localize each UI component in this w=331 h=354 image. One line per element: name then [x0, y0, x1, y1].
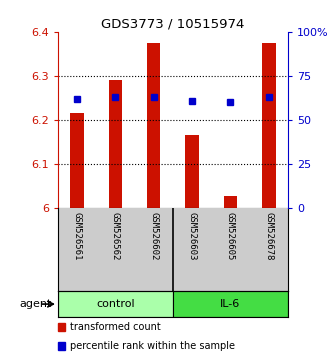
Text: control: control [96, 299, 135, 309]
Bar [224, 196, 237, 208]
Bar [58, 291, 173, 317]
Text: GSM526678: GSM526678 [264, 212, 273, 261]
Text: GSM526603: GSM526603 [188, 212, 197, 261]
Text: GSM526605: GSM526605 [226, 212, 235, 261]
Text: transformed count: transformed count [70, 322, 161, 332]
Text: agent: agent [19, 299, 51, 309]
Text: GSM526602: GSM526602 [149, 212, 158, 261]
Text: GSM526561: GSM526561 [72, 212, 82, 261]
Bar [71, 113, 84, 208]
Bar [185, 136, 199, 208]
Bar [173, 291, 288, 317]
Bar [147, 43, 161, 208]
Text: percentile rank within the sample: percentile rank within the sample [70, 341, 235, 351]
Bar [109, 80, 122, 208]
Title: GDS3773 / 10515974: GDS3773 / 10515974 [101, 18, 245, 31]
Text: IL-6: IL-6 [220, 299, 241, 309]
Bar [262, 43, 275, 208]
Text: GSM526562: GSM526562 [111, 212, 120, 261]
